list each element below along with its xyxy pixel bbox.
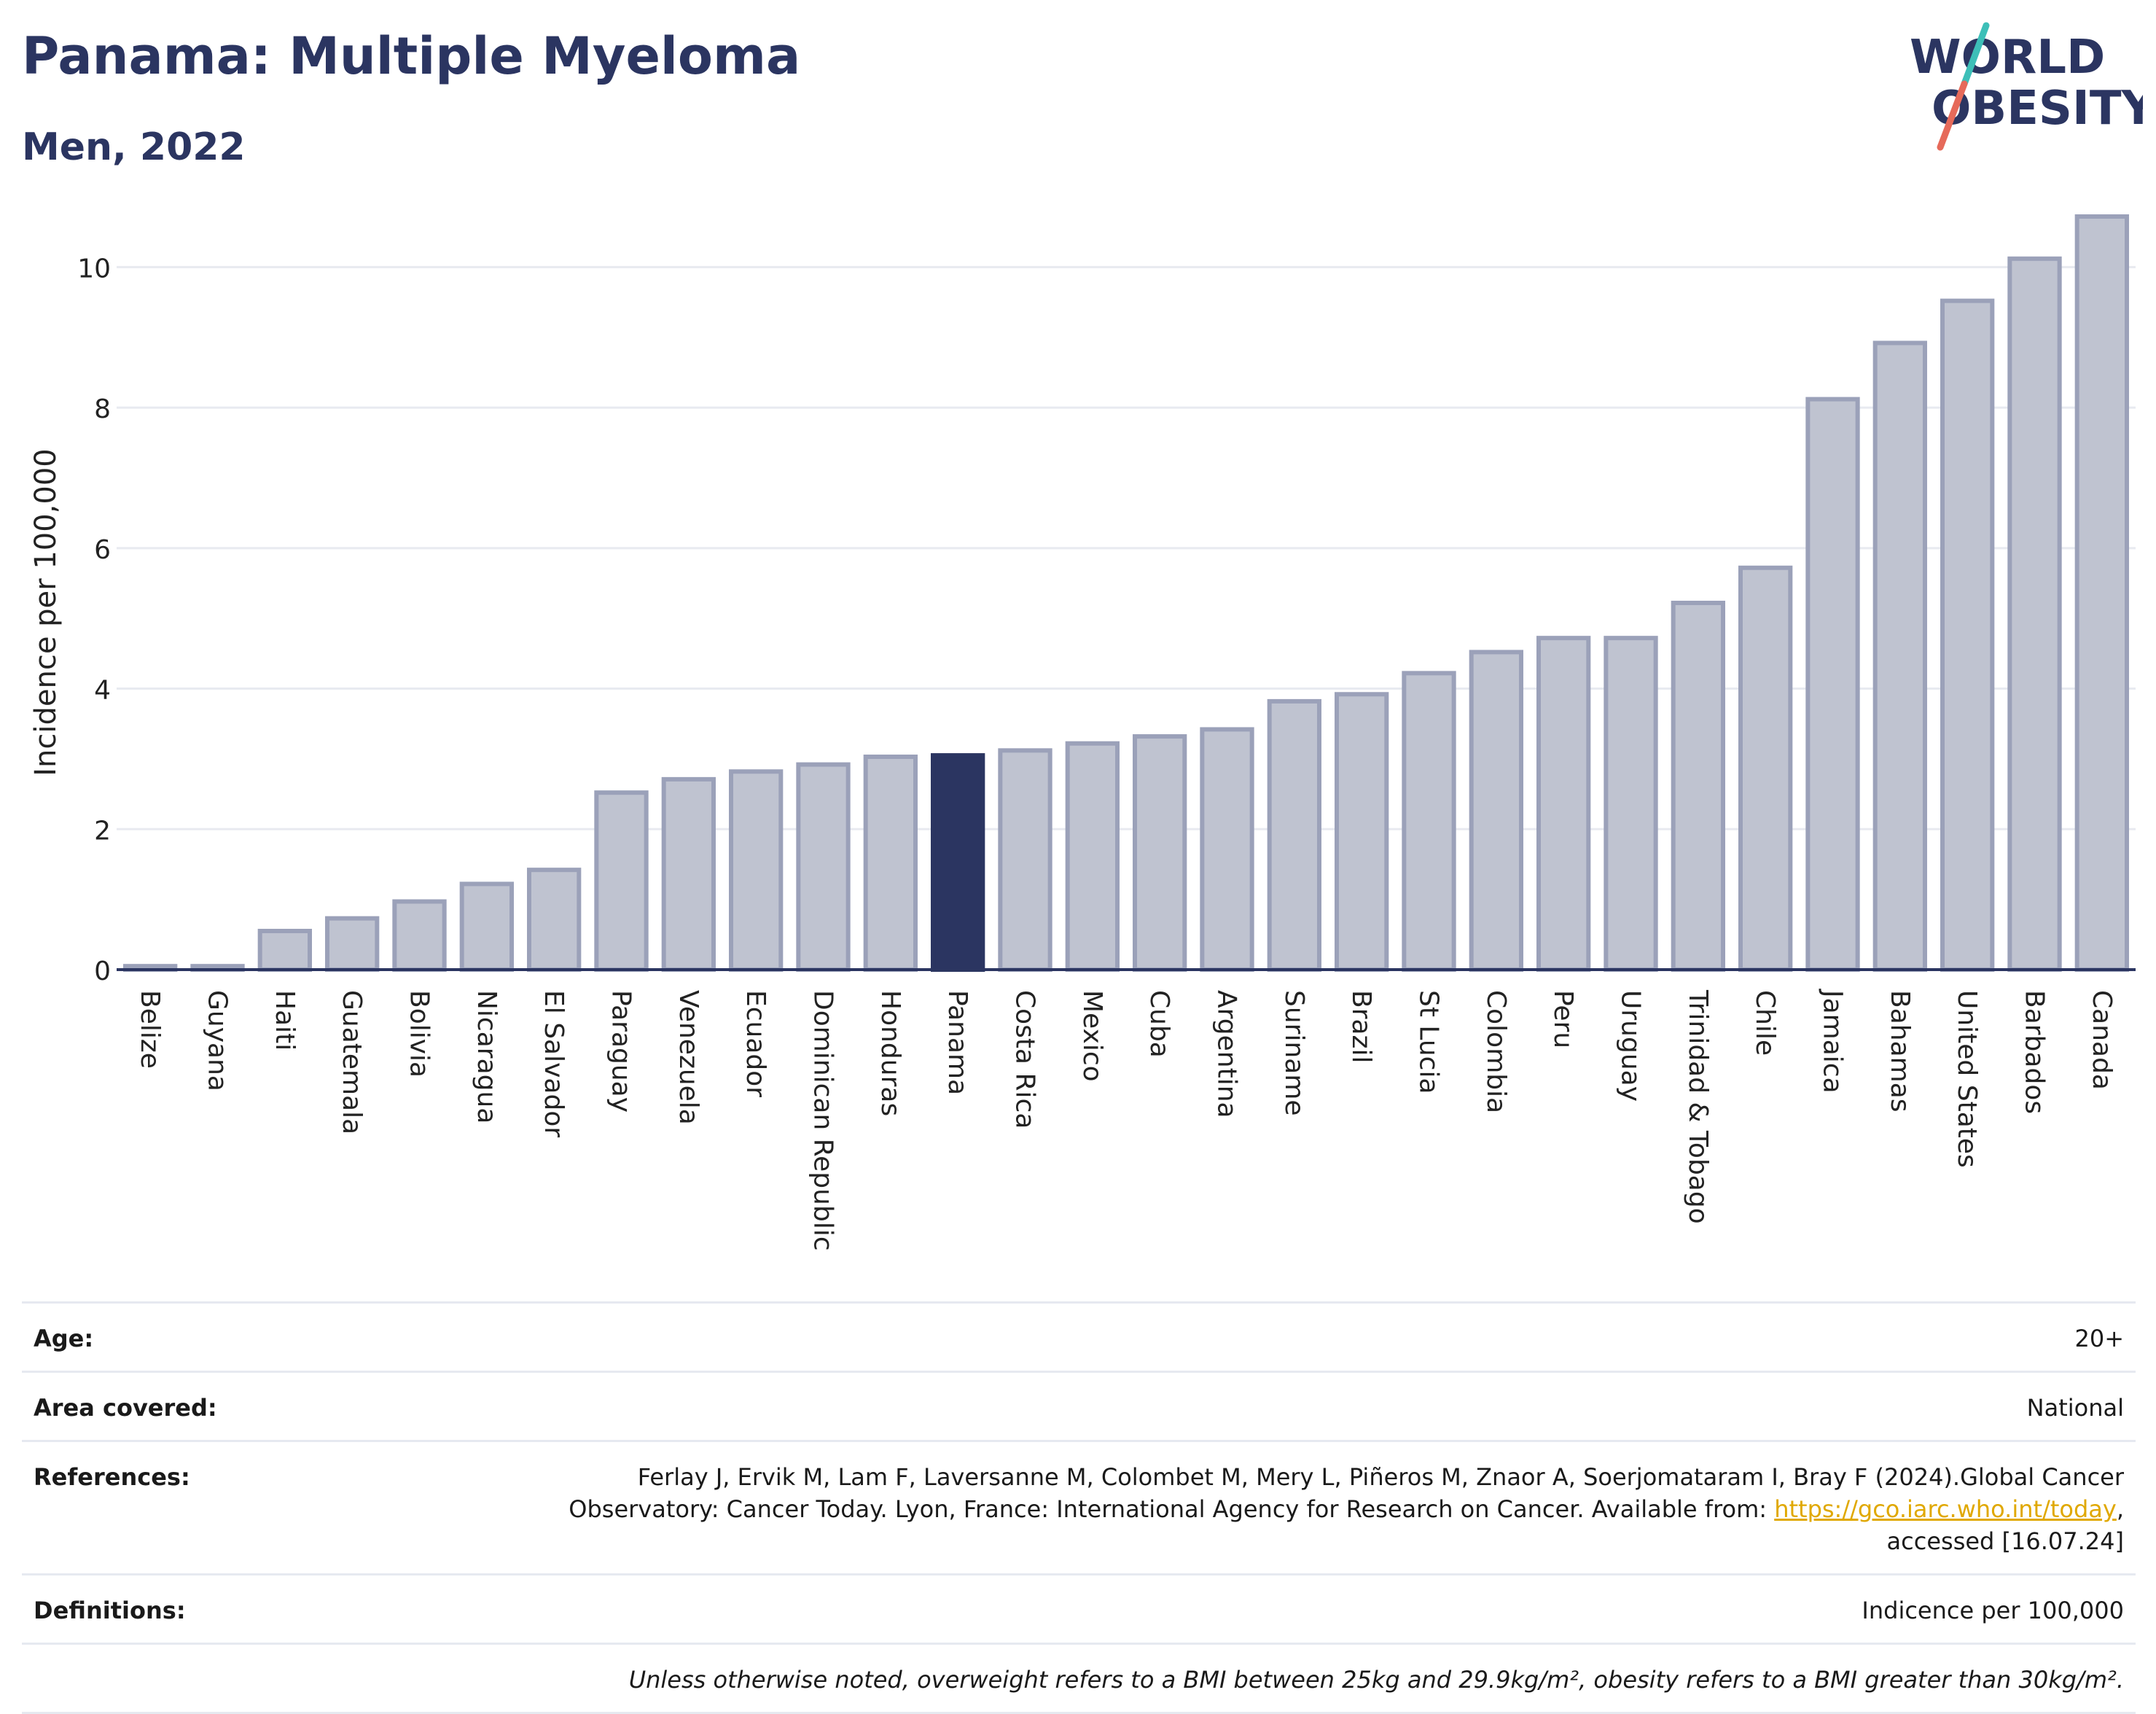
age-label: Age: bbox=[34, 1325, 94, 1352]
y-tick-label: 0 bbox=[94, 957, 111, 986]
bar bbox=[2074, 214, 2129, 972]
bar bbox=[1133, 734, 1187, 973]
x-tick-label: Honduras bbox=[875, 990, 905, 1116]
x-tick-label: United States bbox=[1952, 990, 1982, 1168]
bar bbox=[1200, 727, 1254, 972]
bar bbox=[594, 790, 649, 973]
chart-subtitle: Men, 2022 bbox=[22, 125, 246, 169]
bar bbox=[1805, 397, 1860, 972]
bar bbox=[1536, 636, 1591, 972]
y-tick-label: 10 bbox=[77, 254, 111, 284]
references-line1: Ferlay J, Ervik M, Lam F, Laversanne M, … bbox=[637, 1463, 2124, 1491]
definitions-label: Definitions: bbox=[34, 1597, 186, 1624]
x-tick-label: Jamaica bbox=[1818, 989, 1848, 1094]
x-tick-label: Barbados bbox=[2020, 990, 2050, 1114]
y-tick-label: 6 bbox=[94, 535, 111, 565]
x-tick-label: Bolivia bbox=[405, 990, 434, 1078]
x-tick-label: Panama bbox=[942, 990, 972, 1095]
logo-line2: OBESITY bbox=[1932, 82, 2143, 136]
bar bbox=[931, 753, 985, 973]
bar bbox=[257, 929, 312, 972]
bar-chart: 0 2 4 6 8 10 Incidence per 100,000 Belize Guyana… bbox=[29, 214, 2136, 1251]
x-tick-label: Argentina bbox=[1212, 990, 1242, 1118]
bar bbox=[2007, 256, 2062, 972]
x-tick-label: Venezuela bbox=[673, 990, 703, 1125]
bar bbox=[1872, 340, 1927, 973]
x-tick-label: Colombia bbox=[1481, 990, 1511, 1113]
references-line2-suffix: , bbox=[2116, 1495, 2124, 1523]
x-tick-label: Uruguay bbox=[1616, 990, 1646, 1102]
bar bbox=[729, 769, 784, 972]
y-tick-label: 2 bbox=[94, 816, 111, 846]
x-tick-label: Costa Rica bbox=[1010, 990, 1040, 1129]
x-tick-label: Trinidad & Tobago bbox=[1683, 989, 1713, 1224]
chart-title: Panama: Multiple Myeloma bbox=[22, 26, 801, 86]
bar bbox=[1335, 692, 1389, 972]
metadata-table: Age: 20+ Area covered: National Referenc… bbox=[22, 1301, 2136, 1714]
bar bbox=[1671, 600, 1725, 972]
x-tick-label: Bahamas bbox=[1885, 990, 1915, 1113]
x-tick-label: Guatemala bbox=[337, 990, 367, 1134]
y-tick-label: 8 bbox=[94, 394, 111, 424]
references-value: Ferlay J, Ervik M, Lam F, Laversanne M, … bbox=[325, 1461, 2124, 1557]
world-obesity-logo: WORLD OBESITY bbox=[1910, 22, 2143, 151]
age-value: 20+ bbox=[2074, 1325, 2124, 1352]
bar bbox=[1267, 698, 1321, 973]
x-tick-label: Cuba bbox=[1144, 990, 1174, 1058]
bar bbox=[863, 755, 918, 972]
x-tick-label: Mexico bbox=[1077, 990, 1107, 1082]
logo-slash-coral bbox=[1937, 80, 1968, 151]
x-tick-label: Guyana bbox=[203, 990, 233, 1091]
references-line3: accessed [16.07.24] bbox=[1886, 1527, 2124, 1555]
bar bbox=[998, 748, 1052, 972]
x-tick-label: Ecuador bbox=[741, 990, 770, 1097]
x-tick-label: Paraguay bbox=[606, 990, 636, 1113]
definition-note: Unless otherwise noted, overweight refer… bbox=[628, 1666, 2124, 1694]
bar bbox=[1402, 671, 1456, 972]
bar bbox=[1065, 741, 1120, 973]
x-tick-label: El Salvador bbox=[539, 990, 569, 1137]
definitions-value: Indicence per 100,000 bbox=[1862, 1597, 2124, 1624]
meta-row-age: Age: 20+ bbox=[22, 1301, 2136, 1371]
bar bbox=[392, 899, 447, 972]
area-value: National bbox=[2026, 1394, 2124, 1422]
logo-line1: WORLD bbox=[1910, 31, 2105, 85]
meta-row-area: Area covered: National bbox=[22, 1371, 2136, 1440]
bar bbox=[1469, 650, 1523, 972]
bar bbox=[1738, 565, 1793, 972]
x-tick-label: Chile bbox=[1750, 990, 1780, 1056]
meta-row-definitions: Definitions: Indicence per 100,000 bbox=[22, 1573, 2136, 1643]
x-tick-label: Belize bbox=[135, 990, 165, 1069]
bar bbox=[459, 881, 514, 973]
bar bbox=[325, 916, 380, 972]
references-line2-prefix: Observatory: Cancer Today. Lyon, France:… bbox=[569, 1495, 1775, 1523]
logo-slash-teal bbox=[1961, 22, 1990, 87]
bar bbox=[1604, 636, 1658, 972]
x-tick-label: Nicaragua bbox=[472, 990, 501, 1123]
references-label: References: bbox=[34, 1463, 190, 1491]
x-tick-label: Dominican Republic bbox=[808, 990, 838, 1251]
references-link[interactable]: https://gco.iarc.who.int/today bbox=[1774, 1495, 2117, 1523]
bar bbox=[796, 762, 851, 972]
bar bbox=[661, 776, 716, 972]
bar bbox=[527, 868, 582, 973]
y-tick-label: 4 bbox=[94, 676, 111, 706]
bar bbox=[1940, 298, 1995, 973]
x-tick-label: St Lucia bbox=[1414, 990, 1444, 1094]
x-tick-label: Haiti bbox=[270, 990, 300, 1051]
x-tick-label: Canada bbox=[2087, 990, 2117, 1090]
x-tick-label: Suriname bbox=[1279, 990, 1309, 1116]
x-tick-label: Peru bbox=[1548, 990, 1578, 1048]
area-label: Area covered: bbox=[34, 1394, 217, 1422]
meta-row-references: References: Ferlay J, Ervik M, Lam F, La… bbox=[22, 1440, 2136, 1573]
x-tick-label: Brazil bbox=[1346, 990, 1376, 1063]
meta-row-note: Unless otherwise noted, overweight refer… bbox=[22, 1643, 2136, 1714]
y-axis-title: Incidence per 100,000 bbox=[29, 448, 63, 776]
